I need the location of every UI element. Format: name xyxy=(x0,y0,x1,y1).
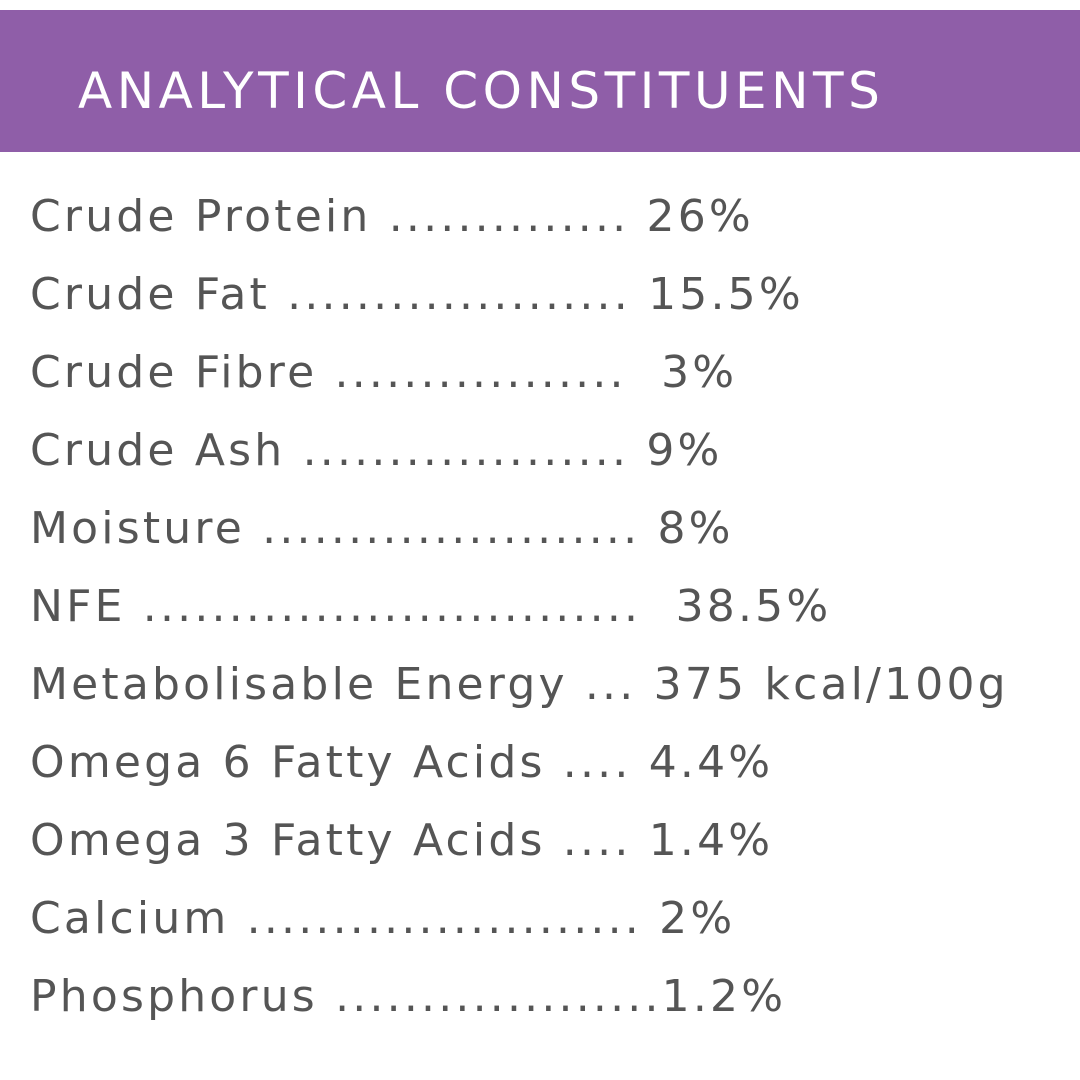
constituent-value: 15.5% xyxy=(630,269,804,320)
dot-leader: ... xyxy=(567,659,637,710)
constituent-row-crude-protein: Crude Protein .............. 26% xyxy=(30,178,1080,256)
constituent-row-calcium: Calcium ....................... 2% xyxy=(30,880,1080,958)
constituent-name: Calcium xyxy=(30,893,230,944)
constituent-value: 9% xyxy=(629,425,723,476)
constituent-name: Crude Fat xyxy=(30,269,270,320)
constituent-row-crude-fat: Crude Fat .................... 15.5% xyxy=(30,256,1080,334)
constituent-name: NFE xyxy=(30,581,126,632)
constituents-list: Crude Protein .............. 26% Crude F… xyxy=(30,178,1080,1078)
constituent-row-phosphorus: Phosphorus ...................1.2% xyxy=(30,958,1080,1036)
constituent-name: Metabolisable Energy xyxy=(30,659,568,710)
constituent-value: 26% xyxy=(629,191,754,242)
constituent-row-moisture: Moisture ...................... 8% xyxy=(30,490,1080,568)
constituent-name: Phosphorus xyxy=(30,971,318,1022)
constituent-row-nfe: NFE ............................. 38.5% xyxy=(30,568,1080,646)
dot-leader: .... xyxy=(545,737,632,788)
dot-leader: ............................. xyxy=(125,581,642,632)
constituent-value: 4.4% xyxy=(631,737,774,788)
constituent-value: 1.4% xyxy=(631,815,774,866)
constituent-value: 1.2% xyxy=(661,971,787,1022)
dot-leader: .................... xyxy=(269,269,631,320)
dot-leader: ....................... xyxy=(229,893,642,944)
dot-leader: .... xyxy=(545,815,632,866)
constituent-row-crude-ash: Crude Ash ................... 9% xyxy=(30,412,1080,490)
dot-leader: ...................... xyxy=(244,503,641,554)
constituent-value: 375 kcal/100g xyxy=(636,659,1009,710)
constituent-name: Crude Ash xyxy=(30,425,286,476)
constituent-name: Moisture xyxy=(30,503,245,554)
constituent-value: 38.5% xyxy=(641,581,832,632)
constituent-value: 8% xyxy=(640,503,734,554)
constituent-name: Omega 6 Fatty Acids xyxy=(30,737,546,788)
section-header-banner: ANALYTICAL CONSTITUENTS xyxy=(0,10,1080,152)
constituent-row-crude-fibre: Crude Fibre ................. 3% xyxy=(30,334,1080,412)
constituent-row-omega-3: Omega 3 Fatty Acids .... 1.4% xyxy=(30,802,1080,880)
constituent-name: Crude Fibre xyxy=(30,347,318,398)
constituent-row-omega-6: Omega 6 Fatty Acids .... 4.4% xyxy=(30,724,1080,802)
constituent-value: 2% xyxy=(641,893,736,944)
dot-leader: .............. xyxy=(371,191,630,242)
dot-leader: ................... xyxy=(317,971,662,1022)
constituent-row-metabolisable-energy: Metabolisable Energy ... 375 kcal/100g xyxy=(30,646,1080,724)
constituent-name: Omega 3 Fatty Acids xyxy=(30,815,546,866)
dot-leader: ................. xyxy=(317,347,627,398)
constituent-value: 3% xyxy=(626,347,738,398)
dot-leader: ................... xyxy=(285,425,630,476)
constituent-name: Crude Protein xyxy=(30,191,372,242)
section-title: ANALYTICAL CONSTITUENTS xyxy=(78,62,885,120)
